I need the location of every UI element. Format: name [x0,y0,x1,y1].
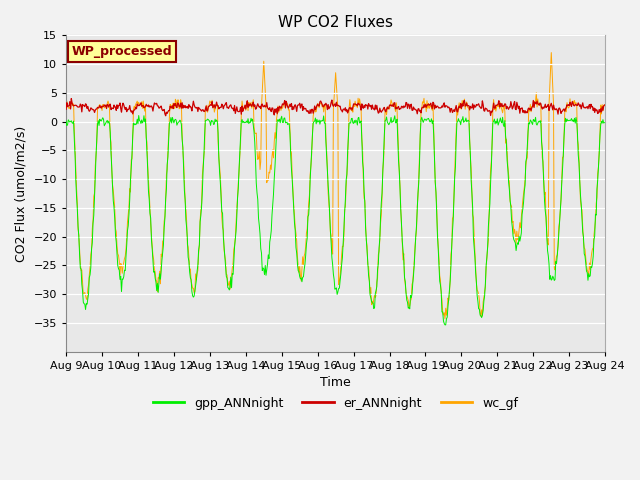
Legend: gpp_ANNnight, er_ANNnight, wc_gf: gpp_ANNnight, er_ANNnight, wc_gf [148,392,523,415]
Text: WP_processed: WP_processed [72,45,172,58]
Y-axis label: CO2 Flux (umol/m2/s): CO2 Flux (umol/m2/s) [15,125,28,262]
X-axis label: Time: Time [320,376,351,389]
Title: WP CO2 Fluxes: WP CO2 Fluxes [278,15,393,30]
